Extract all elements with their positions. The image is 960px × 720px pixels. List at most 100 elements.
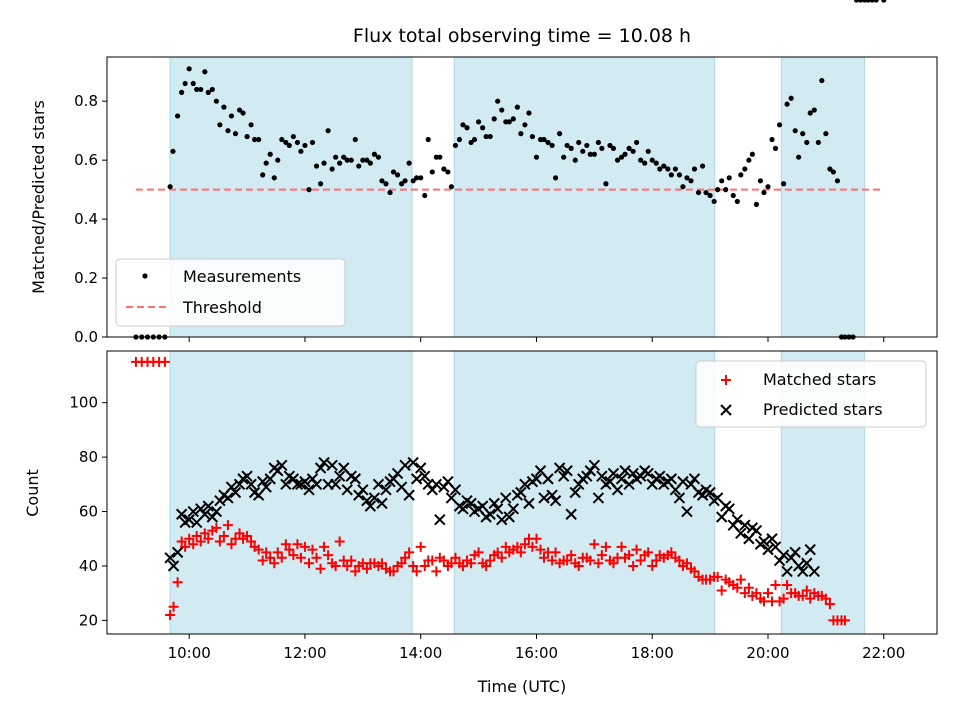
measurement-point bbox=[390, 169, 397, 175]
predicted-star-point bbox=[781, 565, 793, 578]
predicted-star-point bbox=[167, 560, 180, 572]
predicted-star-point bbox=[260, 481, 272, 493]
top-y-tick-label: 0.2 bbox=[74, 269, 98, 287]
matched-star-point bbox=[473, 547, 484, 558]
matched-star-point bbox=[782, 580, 793, 591]
predicted-star-point bbox=[496, 514, 508, 526]
predicted-star-point bbox=[303, 484, 315, 496]
matched-star-point bbox=[550, 547, 561, 558]
matched-star-point bbox=[466, 558, 477, 569]
matched-star-point bbox=[628, 560, 639, 571]
predicted-star-point bbox=[797, 565, 809, 578]
matched-star-point bbox=[538, 552, 549, 563]
predicted-star-point bbox=[333, 470, 346, 482]
matched-star-point bbox=[269, 558, 280, 569]
measurement-point bbox=[545, 139, 551, 146]
predicted-star-point bbox=[704, 486, 716, 499]
predicted-star-point bbox=[688, 473, 701, 485]
matched-star-point bbox=[272, 547, 283, 558]
measurement-point bbox=[179, 89, 185, 95]
measurement-point bbox=[286, 142, 292, 149]
measurement-point bbox=[541, 136, 547, 143]
legend-label: Threshold bbox=[182, 298, 262, 317]
measurement-point bbox=[807, 110, 813, 116]
measurement-point bbox=[383, 181, 389, 187]
legend-label: Predicted stars bbox=[763, 400, 883, 419]
measurement-point bbox=[618, 154, 625, 160]
top-y-tick-label: 0.6 bbox=[74, 151, 98, 169]
measurement-point bbox=[267, 151, 273, 157]
matched-star-point bbox=[226, 539, 237, 550]
matched-star-point bbox=[265, 552, 276, 563]
measurement-point bbox=[695, 189, 702, 196]
measurement-point bbox=[198, 86, 204, 93]
matched-star-point bbox=[253, 544, 264, 555]
predicted-star-point bbox=[549, 494, 562, 507]
matched-star-point bbox=[257, 555, 268, 566]
matched-star-point bbox=[342, 560, 353, 571]
measurement-point bbox=[811, 107, 817, 113]
measurement-point bbox=[788, 95, 794, 101]
top-y-tick-label: 0.0 bbox=[74, 328, 98, 346]
measurement-point bbox=[742, 166, 748, 172]
predicted-star-point bbox=[523, 497, 535, 510]
measurement-point bbox=[429, 169, 435, 175]
predicted-star-point bbox=[241, 470, 253, 482]
predicted-star-point bbox=[449, 484, 462, 496]
measurement-point bbox=[730, 192, 736, 199]
measurement-point bbox=[518, 131, 524, 137]
matched-star-point bbox=[666, 547, 677, 558]
matched-star-point bbox=[388, 566, 399, 577]
matched-star-point bbox=[674, 555, 685, 566]
measurement-points bbox=[133, 0, 887, 340]
matched-star-point bbox=[319, 541, 330, 552]
measurement-point bbox=[468, 139, 474, 146]
matched-star-point bbox=[616, 541, 627, 552]
matched-star-point bbox=[519, 539, 530, 550]
matched-star-point bbox=[820, 593, 831, 604]
predicted-star-point bbox=[407, 456, 419, 469]
measurement-point bbox=[448, 184, 454, 190]
measurement-point bbox=[379, 178, 385, 184]
matched-star-point bbox=[770, 580, 781, 591]
matched-star-point bbox=[280, 539, 291, 550]
predicted-star-point bbox=[229, 486, 242, 499]
measurement-point bbox=[491, 116, 497, 122]
measurement-point bbox=[190, 80, 196, 87]
legend-label: Matched stars bbox=[763, 370, 876, 389]
legend-measurement-marker bbox=[142, 273, 148, 279]
x-tick-label: 12:00 bbox=[283, 644, 326, 662]
predicted-star-point bbox=[326, 459, 338, 471]
measurement-point bbox=[707, 192, 713, 199]
measurement-point bbox=[753, 201, 760, 207]
predicted-star-point bbox=[222, 492, 234, 504]
matched-star-point bbox=[689, 566, 700, 577]
matched-star-point bbox=[762, 588, 773, 599]
measurement-point bbox=[746, 157, 752, 163]
matched-star-point bbox=[415, 541, 426, 552]
predicted-star-point bbox=[681, 505, 693, 518]
measurement-point bbox=[881, 0, 887, 3]
matched-star-point bbox=[304, 558, 315, 569]
bottom-x-ticks: 10:00 12:00 14:00 16:00 18:00 20:00 22:00 bbox=[168, 634, 905, 662]
predicted-star-point bbox=[596, 470, 608, 482]
measurement-point bbox=[414, 175, 420, 181]
matched-star-point bbox=[323, 550, 334, 561]
predicted-star-point bbox=[789, 546, 801, 559]
measurement-point bbox=[529, 133, 536, 140]
bottom-y-tick-label: 100 bbox=[69, 394, 98, 412]
matched-star-point bbox=[751, 588, 762, 599]
matched-star-point bbox=[481, 560, 492, 571]
measurement-point bbox=[475, 119, 482, 125]
matched-star-point bbox=[824, 599, 835, 610]
predicted-star-point bbox=[561, 465, 573, 477]
predicted-star-point bbox=[314, 462, 327, 474]
predicted-star-point bbox=[349, 473, 362, 485]
measurement-point bbox=[333, 154, 339, 160]
measurement-point bbox=[344, 157, 350, 163]
matched-star-point bbox=[635, 555, 646, 566]
measurement-point bbox=[209, 86, 215, 93]
predicted-star-point bbox=[762, 543, 774, 556]
measurement-point bbox=[487, 133, 493, 140]
measurement-point bbox=[236, 107, 243, 113]
